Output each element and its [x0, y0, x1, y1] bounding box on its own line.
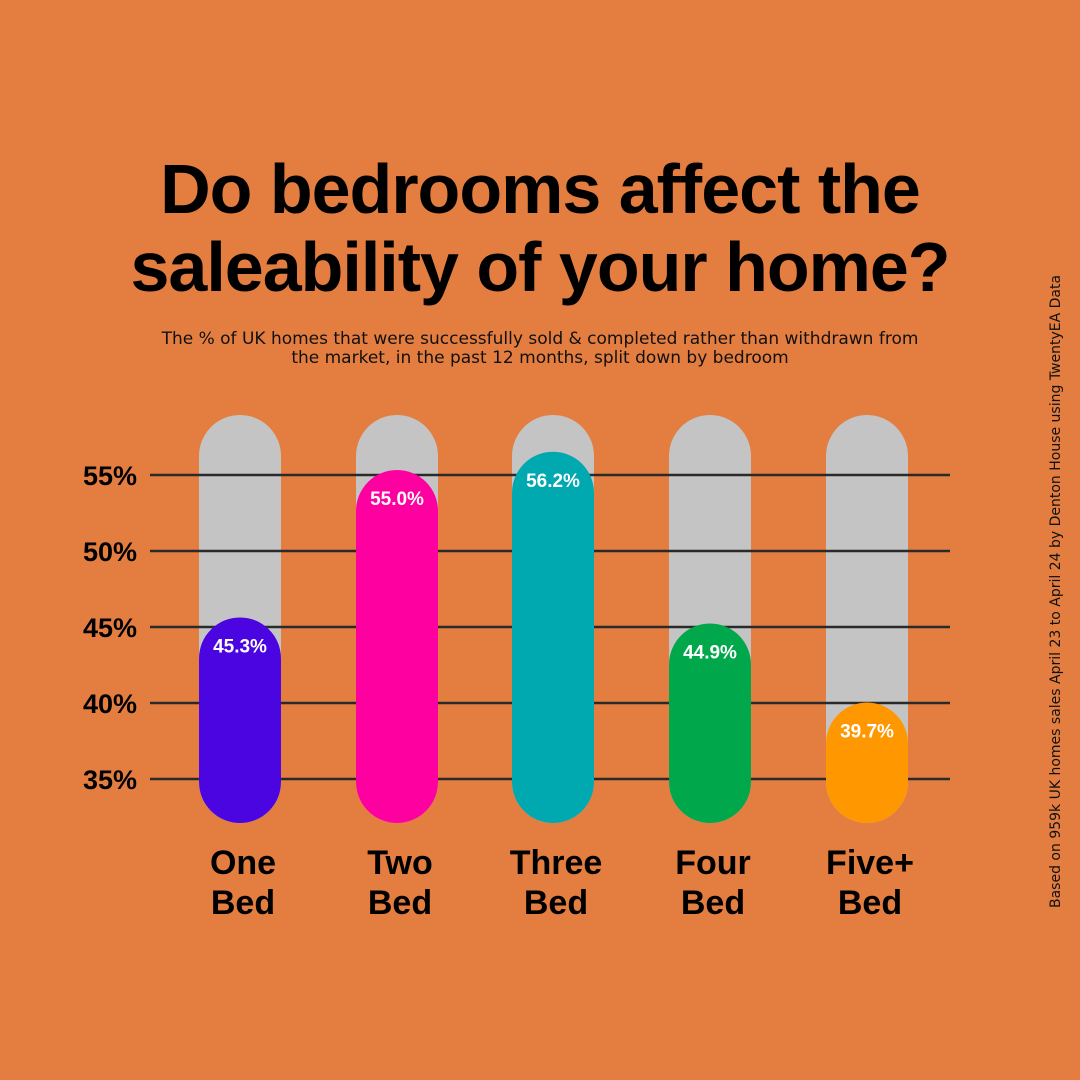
- y-tick-label: 35%: [83, 765, 137, 795]
- bar: [826, 702, 908, 823]
- y-tick-label: 45%: [83, 613, 137, 643]
- bar: [669, 623, 751, 823]
- data-label: 45.3%: [213, 636, 267, 657]
- bar: [512, 451, 594, 823]
- x-category-label: Five+: [826, 844, 914, 882]
- x-category-label: Bed: [211, 884, 275, 922]
- x-category-label: Bed: [681, 884, 745, 922]
- chart-subtitle: The % of UK homes that were successfully…: [161, 329, 919, 368]
- x-category-label: Bed: [524, 884, 588, 922]
- y-tick-label: 40%: [83, 689, 137, 719]
- chart-title-line-1: Do bedrooms affect the: [160, 150, 921, 228]
- data-label: 39.7%: [840, 722, 894, 743]
- y-tick-label: 50%: [83, 537, 137, 567]
- x-category-label: Two: [367, 844, 432, 882]
- data-label: 55.0%: [370, 489, 424, 510]
- bar: [199, 617, 281, 823]
- x-category-label: Three: [510, 844, 603, 882]
- data-label: 44.9%: [683, 643, 737, 664]
- x-category-label: Four: [675, 844, 751, 882]
- chart-title-line-2: saleability of your home?: [130, 228, 950, 306]
- x-category-label: Bed: [838, 884, 902, 922]
- x-category-label: Bed: [368, 884, 432, 922]
- chart-title: Do bedrooms affect the saleability of yo…: [0, 150, 1080, 306]
- y-tick-label: 55%: [83, 461, 137, 491]
- bar: [356, 470, 438, 823]
- data-label: 56.2%: [526, 471, 580, 492]
- x-category-label: One: [210, 844, 276, 882]
